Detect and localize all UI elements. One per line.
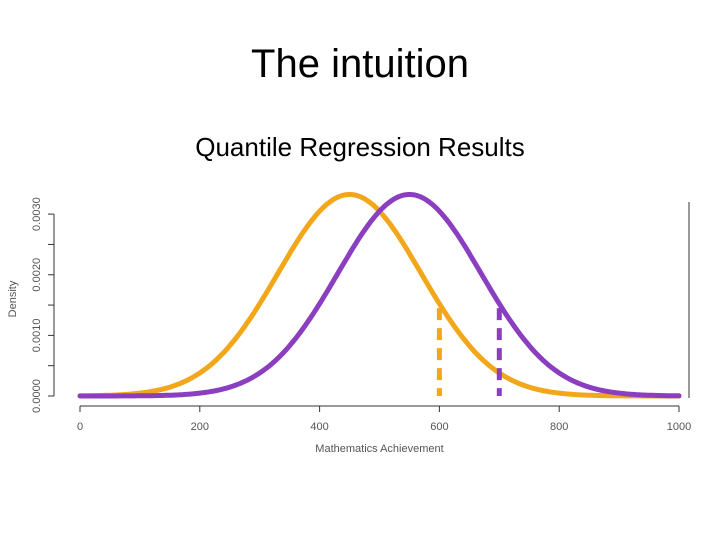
quantile-marker-layer [436, 308, 502, 396]
y-axis-label: Density [7, 280, 19, 317]
x-tick-label: 800 [550, 421, 568, 433]
y-tick-label: 0.0020 [31, 258, 43, 292]
x-tick-label: 0 [77, 421, 83, 433]
slide-subtitle: Quantile Regression Results [195, 132, 525, 162]
y-tick-label: 0.0000 [31, 379, 43, 413]
x-tick-label: 600 [430, 421, 448, 433]
density-curve-2 [77, 192, 682, 399]
x-tick-label: 200 [191, 421, 209, 433]
y-tick-label: 0.0030 [31, 197, 43, 231]
x-axis-label: Mathematics Achievement [315, 443, 443, 455]
slide-title: The intuition [251, 42, 469, 86]
series-layer [77, 192, 682, 399]
y-tick-label: 0.0010 [31, 319, 43, 353]
density-curve-1 [77, 192, 682, 399]
x-tick-label: 1000 [667, 421, 691, 433]
chart-axes: 0 200 400 600 800 1000 0.0000 0.0010 0.0020 0.003… [31, 197, 691, 433]
x-tick-label: 400 [310, 421, 328, 433]
